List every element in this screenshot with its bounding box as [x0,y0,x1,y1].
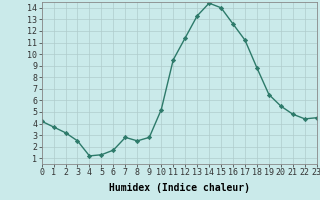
X-axis label: Humidex (Indice chaleur): Humidex (Indice chaleur) [109,183,250,193]
